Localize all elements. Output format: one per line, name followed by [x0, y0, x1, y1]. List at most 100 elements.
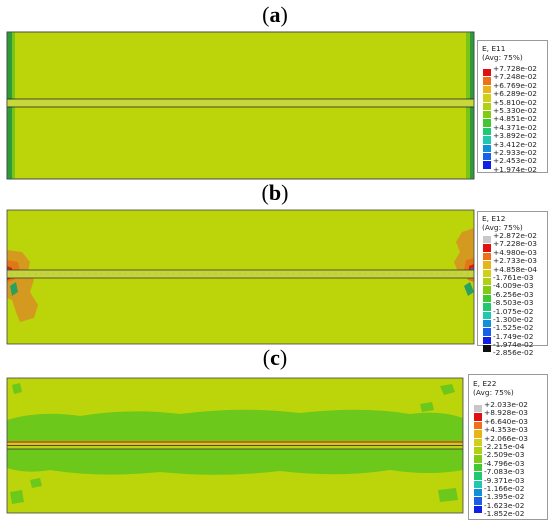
legend-value-label: -1.749e-02: [493, 331, 534, 341]
legend-b-values: +2.872e-02 +7.228e-03 +4.980e-03 +2.733e-03…: [493, 231, 537, 358]
legend-color-swatch: [483, 311, 491, 320]
panel-c-label: (c): [262, 345, 288, 370]
legend-c-title: E, E22: [473, 379, 497, 388]
legend-value-label: +3.412e-02: [493, 139, 537, 149]
legend-value-label: -1.761e-03: [493, 272, 534, 282]
legend-color-swatch: [474, 413, 482, 422]
legend-value-label: -7.083e-03: [484, 467, 525, 477]
legend-c: E, E22 (Avg: 75%) +2.033e-02 +8.928e-03 +6…: [468, 374, 548, 520]
legend-c-values: +2.033e-02 +8.928e-03 +6.640e-03 +4.353e-03…: [484, 400, 528, 519]
legend-color-swatch: [483, 261, 491, 270]
legend-b-title: E, E12: [482, 214, 506, 223]
legend-value-label: -8.503e-03: [493, 298, 534, 308]
legend-value-label: +6.769e-02: [493, 80, 537, 90]
legend-value-label: -4.796e-03: [484, 458, 525, 468]
legend-color-swatch: [483, 286, 491, 295]
legend-b: E, E12 (Avg: 75%) +2.872e-02 +7.228e-03 +4…: [477, 211, 548, 357]
legend-color-swatch: [474, 488, 482, 498]
legend-value-label: +4.858e-04: [493, 264, 537, 274]
legend-value-label: +6.289e-02: [493, 89, 537, 99]
legend-color-swatch: [483, 252, 491, 262]
legend-value-label: -9.371e-03: [484, 475, 525, 485]
legend-b-avg: (Avg: 75%): [482, 223, 523, 232]
legend-color-swatch: [483, 144, 491, 153]
legend-value-label: +4.353e-03: [484, 425, 528, 435]
legend-color-swatch: [483, 269, 491, 278]
legend-value-label: +2.066e-03: [484, 433, 528, 443]
legend-value-label: -6.256e-03: [493, 289, 534, 299]
legend-color-swatch: [483, 277, 491, 287]
legend-color-swatch: [483, 119, 491, 128]
legend-c-avg: (Avg: 75%): [473, 388, 514, 397]
panel-b-label: (b): [261, 180, 289, 205]
legend-value-label: -1.075e-02: [493, 306, 534, 316]
legend-value-label: -1.852e-02: [484, 509, 525, 519]
legend-value-label: -1.300e-02: [493, 314, 534, 324]
panel-a-label: (a): [262, 2, 288, 27]
legend-value-label: +5.330e-02: [493, 105, 537, 115]
legend-color-swatch: [483, 94, 491, 103]
legend-a-title: E, E11: [482, 44, 506, 53]
legend-value-label: +6.640e-03: [484, 416, 528, 426]
legend-color-swatch: [474, 497, 482, 506]
legend-a-values: +7.728e-02 +7.248e-02 +6.769e-02 +6.289e-02…: [493, 64, 537, 174]
legend-value-label: +4.851e-02: [493, 114, 537, 124]
legend-value-label: -2.509e-03: [484, 450, 525, 460]
legend-color-swatch: [483, 345, 491, 354]
legend-color-swatch: [483, 69, 491, 78]
legend-color-swatch: [483, 161, 491, 170]
legend-color-swatch: [483, 328, 491, 337]
legend-value-label: -1.166e-02: [484, 483, 525, 493]
legend-value-label: +1.974e-02: [493, 164, 537, 174]
legend-value-label: -1.974e-02: [493, 340, 534, 350]
legend-color-swatch: [483, 85, 491, 95]
legend-color-swatch: [474, 505, 482, 515]
legend-color-swatch: [474, 446, 482, 456]
legend-color-swatch: [474, 438, 482, 447]
legend-value-label: +2.872e-02: [493, 231, 537, 240]
legend-a-colorbar: [483, 69, 491, 170]
legend-color-swatch: [474, 463, 482, 473]
legend-value-label: +3.892e-02: [493, 131, 537, 141]
legend-color-swatch: [483, 152, 491, 162]
legend-color-swatch: [474, 472, 482, 481]
legend-value-label: -1.525e-02: [493, 323, 534, 333]
legend-color-swatch: [483, 294, 491, 304]
legend-value-label: -4.009e-03: [493, 281, 534, 291]
legend-color-swatch: [483, 336, 491, 346]
legend-color-swatch: [483, 236, 491, 245]
legend-value-label: +2.453e-02: [493, 156, 537, 166]
legend-value-label: +4.371e-02: [493, 122, 537, 132]
legend-color-swatch: [474, 455, 482, 464]
legend-value-label: -1.395e-02: [484, 492, 525, 502]
legend-color-swatch: [483, 303, 491, 312]
legend-value-label: -1.623e-02: [484, 500, 525, 510]
legend-value-label: -2.856e-02: [493, 348, 534, 358]
legend-color-swatch: [483, 77, 491, 86]
legend-color-swatch: [474, 480, 482, 489]
legend-color-swatch: [483, 102, 491, 111]
legend-color-swatch: [483, 110, 491, 120]
legend-color-swatch: [483, 244, 491, 253]
legend-color-swatch: [483, 136, 491, 145]
legend-color-swatch: [474, 430, 482, 439]
legend-a: E, E11 (Avg: 75%) +7.728e-02 +7.248e-02 +6…: [477, 40, 548, 174]
legend-value-label: -2.215e-04: [484, 441, 525, 451]
legend-c-colorbar: [474, 405, 482, 515]
legend-value-label: +2.733e-03: [493, 256, 537, 266]
legend-value-label: +5.810e-02: [493, 97, 537, 107]
legend-color-swatch: [483, 127, 491, 137]
legend-color-swatch: [474, 405, 482, 414]
legend-value-label: +7.228e-03: [493, 239, 537, 249]
legend-value-label: +7.728e-02: [493, 64, 537, 73]
legend-a-avg: (Avg: 75%): [482, 53, 523, 62]
legend-color-swatch: [483, 319, 491, 329]
legend-value-label: +2.933e-02: [493, 147, 537, 157]
legend-value-label: +7.248e-02: [493, 72, 537, 82]
legend-value-label: +2.033e-02: [484, 400, 528, 409]
legend-b-colorbar: [483, 236, 491, 354]
legend-value-label: +8.928e-03: [484, 408, 528, 418]
